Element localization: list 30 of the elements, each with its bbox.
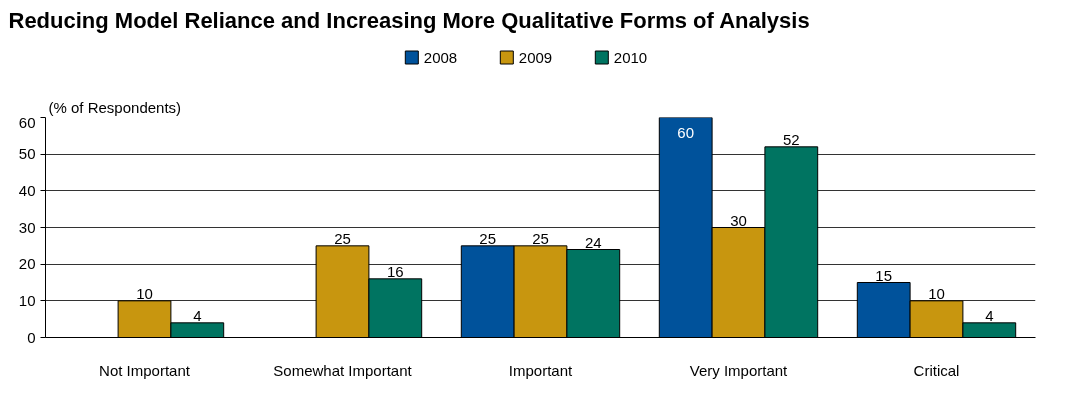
y-tick-label: 20 bbox=[18, 255, 36, 273]
legend-label: 2009 bbox=[518, 48, 553, 66]
y-axis-title: (% of Respondents) bbox=[48, 98, 182, 116]
y-tick-label: 60 bbox=[18, 113, 36, 131]
data-label: 10 bbox=[136, 284, 153, 302]
data-label: 25 bbox=[532, 229, 549, 247]
data-label: 4 bbox=[985, 306, 994, 324]
data-label: 60 bbox=[677, 123, 695, 141]
data-label: 52 bbox=[782, 130, 800, 148]
x-tick-label: Important bbox=[508, 361, 574, 379]
x-tick-label: Very Important bbox=[689, 361, 789, 379]
legend-label: 2008 bbox=[423, 48, 458, 66]
data-label: 4 bbox=[193, 306, 202, 324]
chart-title: Reducing Model Reliance and Increasing More Qualitative Forms of Analysis bbox=[8, 7, 810, 33]
data-label: 30 bbox=[730, 211, 747, 229]
x-tick-label: Somewhat Important bbox=[273, 361, 413, 379]
data-label: 25 bbox=[479, 229, 497, 247]
y-tick-label: 0 bbox=[27, 328, 36, 346]
y-tick-label: 30 bbox=[18, 218, 36, 236]
legend-label: 2010 bbox=[613, 48, 648, 66]
x-tick-label: Not Important bbox=[99, 361, 191, 379]
y-tick-label: 50 bbox=[18, 145, 36, 163]
y-tick-label: 40 bbox=[18, 181, 36, 199]
x-tick-label: Critical bbox=[913, 361, 960, 379]
data-label: 24 bbox=[584, 233, 602, 251]
data-label: 25 bbox=[334, 229, 351, 247]
data-label: 10 bbox=[928, 284, 945, 302]
data-label: 16 bbox=[386, 262, 404, 280]
data-label: 15 bbox=[875, 266, 893, 284]
y-tick-label: 10 bbox=[18, 291, 36, 309]
